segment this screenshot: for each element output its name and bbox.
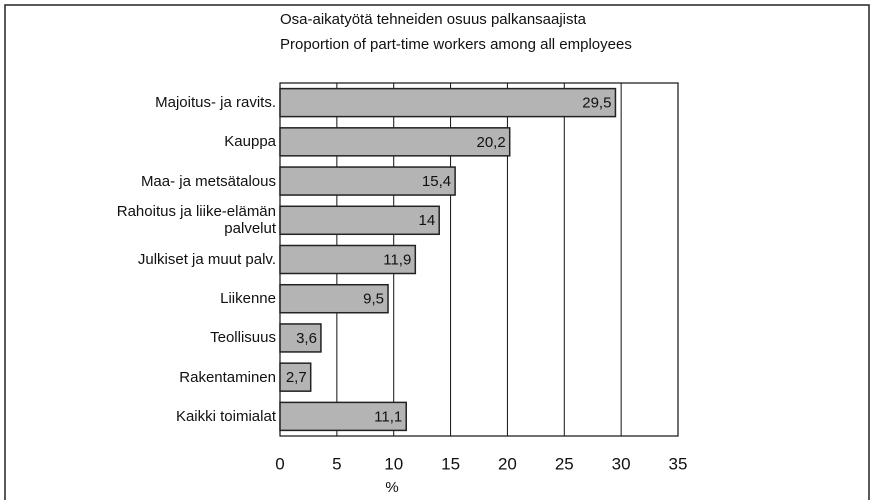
y-tick-label: Rahoitus ja liike-elämän palvelut — [116, 203, 276, 238]
y-tick-label: Majoitus- ja ravits. — [155, 94, 276, 112]
y-tick-label: Maa- ja metsätalous — [140, 172, 276, 190]
bar — [279, 244, 417, 275]
data-label: 29,5 — [582, 95, 611, 112]
bar — [279, 87, 617, 118]
y-tick-label: Kaikki toimialat — [175, 407, 276, 425]
x-tick-label: 25 — [555, 454, 574, 473]
x-tick-label: 35 — [669, 454, 688, 473]
data-label: 11,9 — [383, 251, 411, 268]
data-label: 11,1 — [374, 408, 402, 425]
x-axis-label: % — [385, 479, 398, 496]
y-tick-label: Teollisuus — [210, 329, 276, 347]
x-tick-label: 5 — [332, 454, 341, 473]
chart-subtitle: Proportion of part-time workers among al… — [280, 36, 632, 53]
data-label: 9,5 — [363, 291, 384, 308]
y-tick-label: Rakentaminen — [179, 368, 276, 386]
data-label: 3,6 — [296, 330, 317, 347]
frame — [4, 4, 870, 500]
x-tick-label: 10 — [384, 454, 403, 473]
data-label: 20,2 — [476, 134, 505, 151]
y-tick-label: Liikenne — [220, 290, 276, 308]
bar — [279, 205, 440, 236]
x-tick-label: 0 — [275, 454, 284, 473]
data-label: 14 — [419, 212, 436, 229]
data-label: 15,4 — [422, 173, 451, 190]
bar — [279, 283, 389, 314]
x-tick-label: 15 — [441, 454, 460, 473]
y-tick-label: Kauppa — [224, 133, 276, 151]
x-tick-label: 20 — [498, 454, 517, 473]
data-label: 2,7 — [286, 369, 307, 386]
bar — [279, 127, 511, 157]
bar — [279, 166, 456, 196]
chart-title: Osa-aikatyötä tehneiden osuus palkansaaj… — [280, 11, 587, 28]
bar — [279, 323, 322, 353]
y-tick-label: Julkiset ja muut palv. — [137, 251, 276, 268]
bar — [279, 362, 312, 392]
bar — [279, 401, 407, 432]
x-tick-label: 30 — [612, 454, 631, 473]
